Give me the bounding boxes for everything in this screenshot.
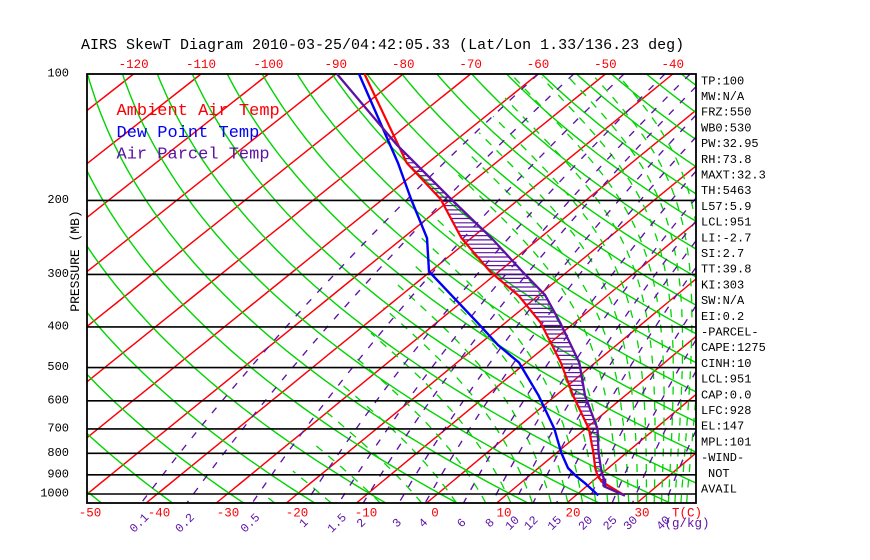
svg-text:CAP:0.0: CAP:0.0	[701, 388, 751, 402]
svg-text:KI:303: KI:303	[701, 278, 744, 292]
svg-text:700: 700	[47, 421, 69, 435]
svg-text:FRZ:550: FRZ:550	[701, 106, 751, 120]
svg-text:T(C): T(C)	[672, 507, 702, 521]
svg-text:MW:N/A: MW:N/A	[701, 90, 745, 104]
svg-text:1000: 1000	[40, 487, 69, 501]
svg-text:100: 100	[47, 67, 69, 81]
svg-text:PW:32.95: PW:32.95	[701, 137, 759, 151]
svg-text:-90: -90	[325, 58, 348, 72]
svg-text:Air Parcel Temp: Air Parcel Temp	[117, 146, 270, 165]
svg-text:30: 30	[634, 507, 649, 521]
svg-text:LFC:928: LFC:928	[701, 404, 751, 418]
svg-text:20: 20	[565, 507, 580, 521]
svg-text:WB0:530: WB0:530	[701, 121, 751, 135]
svg-text:TH:5463: TH:5463	[701, 184, 751, 198]
svg-text:-40: -40	[148, 507, 171, 521]
svg-text:-100: -100	[253, 58, 283, 72]
svg-text:800: 800	[47, 446, 69, 460]
svg-text:LCL:951: LCL:951	[701, 216, 751, 230]
svg-text:CINH:10: CINH:10	[701, 357, 751, 371]
svg-text:-10: -10	[355, 507, 378, 521]
svg-text:AIRS SkewT Diagram 2010-03-25/: AIRS SkewT Diagram 2010-03-25/04:42:05.3…	[81, 37, 684, 54]
svg-text:EL:147: EL:147	[701, 420, 744, 434]
svg-text:SW:N/A: SW:N/A	[701, 294, 745, 308]
svg-text:400: 400	[47, 319, 69, 333]
svg-text:900: 900	[47, 467, 69, 481]
svg-text:AVAIL: AVAIL	[701, 483, 737, 497]
svg-text:-80: -80	[392, 58, 415, 72]
svg-text:L57:5.9: L57:5.9	[701, 200, 751, 214]
svg-text:PRESSURE (MB): PRESSURE (MB)	[68, 210, 83, 311]
svg-text:-120: -120	[119, 58, 149, 72]
svg-text:LI:-2.7: LI:-2.7	[701, 231, 751, 245]
svg-text:10: 10	[496, 507, 511, 521]
svg-text:-50: -50	[594, 58, 617, 72]
svg-text:-WIND-: -WIND-	[701, 451, 744, 465]
svg-text:LCL:951: LCL:951	[701, 373, 751, 387]
svg-text:-60: -60	[527, 58, 550, 72]
svg-text:SI:2.7: SI:2.7	[701, 247, 744, 261]
svg-text:MAXT:32.3: MAXT:32.3	[701, 169, 766, 183]
svg-text:-40: -40	[662, 58, 685, 72]
svg-text:-110: -110	[186, 58, 216, 72]
svg-text:0: 0	[431, 507, 439, 521]
svg-text:TT:39.8: TT:39.8	[701, 263, 751, 277]
svg-text:NOT: NOT	[708, 467, 730, 481]
svg-text:CAPE:1275: CAPE:1275	[701, 341, 766, 355]
svg-text:-PARCEL-: -PARCEL-	[701, 326, 759, 340]
svg-text:600: 600	[47, 393, 69, 407]
svg-text:RH:73.8: RH:73.8	[701, 153, 751, 167]
svg-text:300: 300	[47, 267, 69, 281]
svg-text:Ambient Air Temp: Ambient Air Temp	[117, 102, 280, 121]
svg-text:TP:100: TP:100	[701, 74, 744, 88]
svg-text:(g/kg): (g/kg)	[664, 517, 709, 531]
svg-text:-30: -30	[217, 507, 240, 521]
svg-text:-20: -20	[286, 507, 309, 521]
svg-text:MPL:101: MPL:101	[701, 435, 751, 449]
svg-text:EI:0.2: EI:0.2	[701, 310, 744, 324]
svg-text:200: 200	[47, 193, 69, 207]
svg-text:Dew Point Temp: Dew Point Temp	[117, 124, 260, 143]
svg-text:-70: -70	[459, 58, 482, 72]
svg-text:-50: -50	[79, 507, 102, 521]
svg-text:500: 500	[47, 360, 69, 374]
